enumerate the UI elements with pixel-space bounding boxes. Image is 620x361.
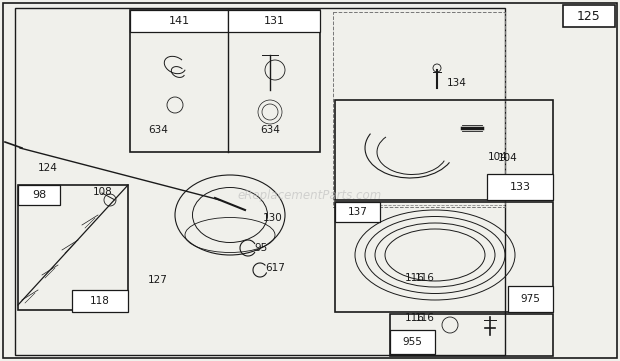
Text: 104: 104: [498, 153, 518, 163]
Bar: [18, 185, 128, 310]
Text: 116: 116: [405, 313, 425, 323]
Bar: [72, 290, 128, 312]
Text: 104: 104: [488, 152, 508, 162]
Bar: [335, 202, 553, 312]
Text: 116: 116: [415, 273, 435, 283]
Text: 124: 124: [38, 163, 58, 173]
Bar: [487, 174, 553, 200]
Text: 634: 634: [260, 125, 280, 135]
Text: 617: 617: [265, 263, 285, 273]
Text: 137: 137: [348, 207, 368, 217]
Text: 975: 975: [521, 294, 541, 304]
Bar: [228, 10, 320, 32]
Bar: [15, 8, 505, 355]
Bar: [333, 12, 505, 207]
Text: 118: 118: [90, 296, 110, 306]
Text: 141: 141: [169, 16, 190, 26]
Bar: [508, 286, 553, 312]
Text: 116: 116: [415, 313, 435, 323]
Bar: [335, 100, 553, 200]
Text: 127: 127: [148, 275, 168, 285]
Bar: [563, 5, 615, 27]
Bar: [335, 202, 380, 222]
Text: 108: 108: [93, 187, 113, 197]
Text: 133: 133: [510, 182, 531, 192]
Text: 130: 130: [263, 213, 283, 223]
Text: 116: 116: [405, 273, 425, 283]
Bar: [18, 185, 60, 205]
Text: 134: 134: [447, 78, 467, 88]
Text: 131: 131: [264, 16, 285, 26]
Bar: [390, 314, 553, 356]
Text: 634: 634: [148, 125, 168, 135]
Bar: [130, 10, 320, 152]
Bar: [390, 330, 435, 354]
Bar: [130, 10, 228, 32]
Text: 95: 95: [254, 243, 267, 253]
Text: 955: 955: [402, 337, 422, 347]
Text: eReplacementParts.com: eReplacementParts.com: [238, 188, 382, 201]
Text: 98: 98: [32, 190, 46, 200]
Text: 125: 125: [577, 9, 601, 22]
